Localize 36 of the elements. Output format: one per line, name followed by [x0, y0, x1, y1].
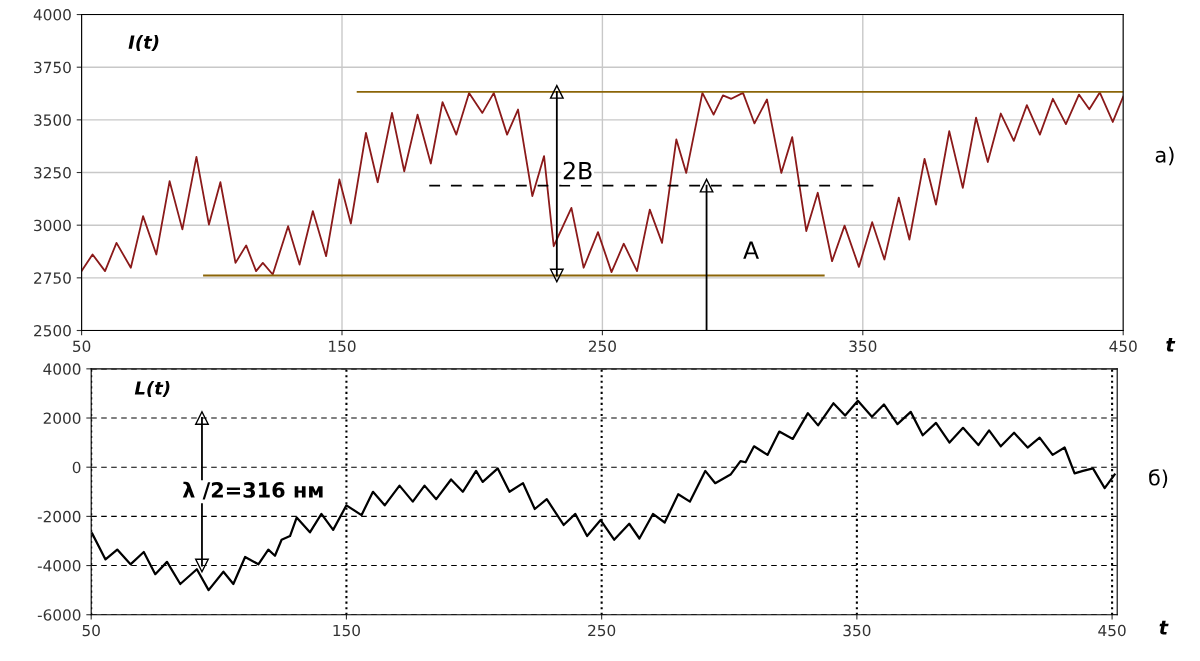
x-tick-label: 250	[588, 340, 616, 353]
point	[549, 268, 564, 283]
x-tick-label: 350	[843, 624, 871, 637]
y-tick-label: 4000	[43, 363, 81, 375]
y-axis-title: I(t)	[128, 35, 159, 52]
y-tick-label: 2750	[34, 272, 71, 284]
x-tick-label: 50	[73, 340, 91, 353]
y-axis-title: L(t)	[134, 380, 170, 397]
y-tick-label: 3500	[34, 114, 71, 126]
x-tick-label: 450	[1098, 624, 1126, 637]
text: б)	[1149, 469, 1168, 488]
y-tick-label: -6000	[37, 609, 81, 621]
x-tick-label: 250	[588, 624, 616, 637]
x-axis-title: t	[1166, 337, 1176, 352]
y-tick-label: 3750	[34, 61, 71, 74]
y-tick-label: -4000	[37, 560, 81, 572]
x-tick-label: 150	[329, 340, 356, 353]
text: a)	[1155, 146, 1174, 166]
point	[549, 84, 564, 99]
y-tick-label: 3250	[34, 166, 71, 179]
x-tick-label: 450	[1109, 340, 1137, 353]
line-series	[81, 91, 1124, 276]
x-tick-label: 350	[849, 340, 877, 353]
y-tick-label: 4000	[33, 9, 71, 21]
y-tick-label: -2000	[37, 510, 81, 523]
annotation: A	[743, 241, 759, 259]
annotation: λ /2=316 нм	[182, 481, 323, 500]
y-tick-label: 3000	[34, 219, 71, 232]
x-tick-label: 50	[82, 624, 100, 637]
x-axis-title: t	[1159, 620, 1169, 635]
y-tick-label: 2500	[34, 324, 71, 337]
y-tick-label: 0	[72, 461, 81, 474]
annotation: 2B	[563, 161, 592, 180]
y-tick-label: 2000	[43, 412, 81, 425]
x-tick-label: 150	[333, 624, 360, 637]
point	[699, 178, 714, 193]
